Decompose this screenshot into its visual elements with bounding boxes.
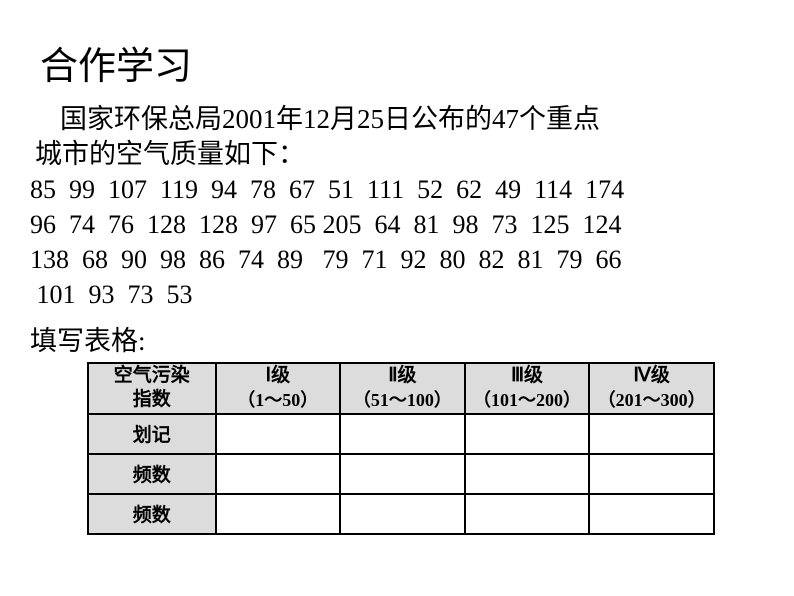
header-col-2: Ⅱ级 （51～100） <box>340 363 465 414</box>
data-row-2: 96 74 76 128 128 97 65 205 64 81 98 73 1… <box>30 207 764 242</box>
header-col-1: Ⅰ级 （1～50） <box>216 363 341 414</box>
header-col1-line2: （1～50） <box>217 389 340 412</box>
cell-r3-c1 <box>216 494 341 534</box>
row3-label: 频数 <box>88 494 216 534</box>
intro-text-line1: 国家环保总局2001年12月25日公布的47个重点 <box>60 102 744 137</box>
header-col3-line2: （101～200） <box>466 389 589 412</box>
header-col2-line1: Ⅱ级 <box>341 364 464 389</box>
header-col3-line1: Ⅲ级 <box>466 364 589 389</box>
cell-r3-c2 <box>340 494 465 534</box>
cell-r2-c4 <box>589 454 714 494</box>
header-col0-line2: 指数 <box>89 388 215 413</box>
cell-r1-c4 <box>589 414 714 454</box>
cell-r2-c3 <box>465 454 590 494</box>
row1-label: 划记 <box>88 414 216 454</box>
cell-r1-c1 <box>216 414 341 454</box>
data-row-1: 85 99 107 119 94 78 67 51 111 52 62 49 1… <box>30 172 764 207</box>
header-col1-line1: Ⅰ级 <box>217 364 340 389</box>
header-col0-line1: 空气污染 <box>89 364 215 389</box>
cell-r3-c4 <box>589 494 714 534</box>
header-col4-line2: （201～300） <box>590 389 713 412</box>
table-header-row: 空气污染 指数 Ⅰ级 （1～50） Ⅱ级 （51～100） Ⅲ级 （101～20… <box>88 363 714 414</box>
header-col4-line1: Ⅳ级 <box>590 364 713 389</box>
cell-r1-c2 <box>340 414 465 454</box>
table-row: 频数 <box>88 494 714 534</box>
data-row-4: 101 93 73 53 <box>30 277 764 312</box>
header-col-3: Ⅲ级 （101～200） <box>465 363 590 414</box>
header-col-4: Ⅳ级 （201～300） <box>589 363 714 414</box>
table-row: 划记 <box>88 414 714 454</box>
air-quality-table: 空气污染 指数 Ⅰ级 （1～50） Ⅱ级 （51～100） Ⅲ级 （101～20… <box>87 362 715 535</box>
cell-r1-c3 <box>465 414 590 454</box>
intro-text-line2: 城市的空气质量如下： <box>35 137 744 172</box>
slide-title: 合作学习 <box>40 35 764 90</box>
table-row: 频数 <box>88 454 714 494</box>
table-caption: 填写表格: <box>30 319 764 358</box>
data-row-3: 138 68 90 98 86 74 89 79 71 92 80 82 81 … <box>30 242 764 277</box>
row2-label: 频数 <box>88 454 216 494</box>
cell-r2-c1 <box>216 454 341 494</box>
header-col2-line2: （51～100） <box>341 389 464 412</box>
cell-r2-c2 <box>340 454 465 494</box>
header-col-0: 空气污染 指数 <box>88 363 216 414</box>
cell-r3-c3 <box>465 494 590 534</box>
